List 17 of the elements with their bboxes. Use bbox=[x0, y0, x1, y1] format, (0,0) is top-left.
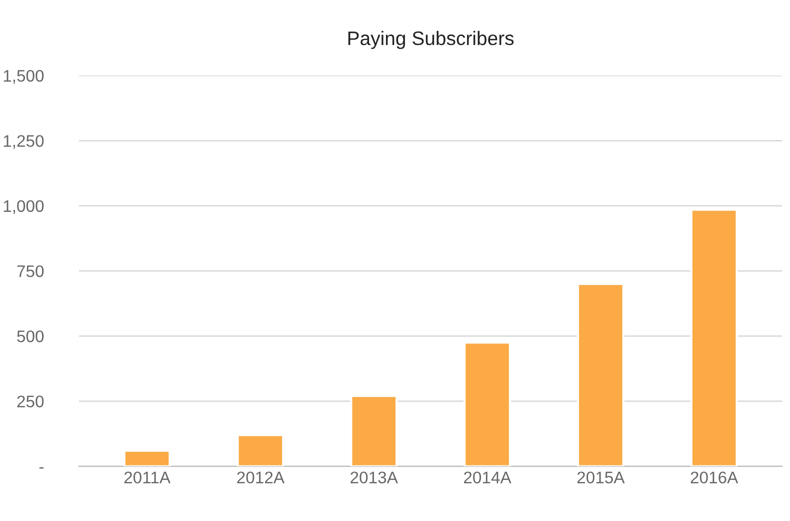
y-tick-label: 1,250 bbox=[4, 135, 44, 149]
bar bbox=[690, 208, 738, 466]
x-tick-label: 2012A bbox=[237, 472, 285, 484]
chart-title: Paying Subscribers bbox=[348, 30, 514, 50]
x-tick-label: 2013A bbox=[350, 472, 398, 484]
y-tick-label: - bbox=[39, 467, 44, 469]
x-tick-label: 2016A bbox=[690, 472, 738, 484]
bar bbox=[123, 450, 171, 466]
x-tick-label: 2015A bbox=[577, 472, 625, 484]
y-tick-label: 1,500 bbox=[4, 70, 44, 84]
y-tick-label: 250 bbox=[17, 396, 44, 408]
y-tick-label: 750 bbox=[17, 265, 44, 278]
y-tick-label: 1,000 bbox=[4, 200, 44, 214]
x-tick-label: 2011A bbox=[124, 472, 170, 484]
y-tick-label: 500 bbox=[17, 330, 44, 342]
x-tick-label: 2014A bbox=[464, 472, 512, 484]
bar bbox=[464, 342, 511, 466]
